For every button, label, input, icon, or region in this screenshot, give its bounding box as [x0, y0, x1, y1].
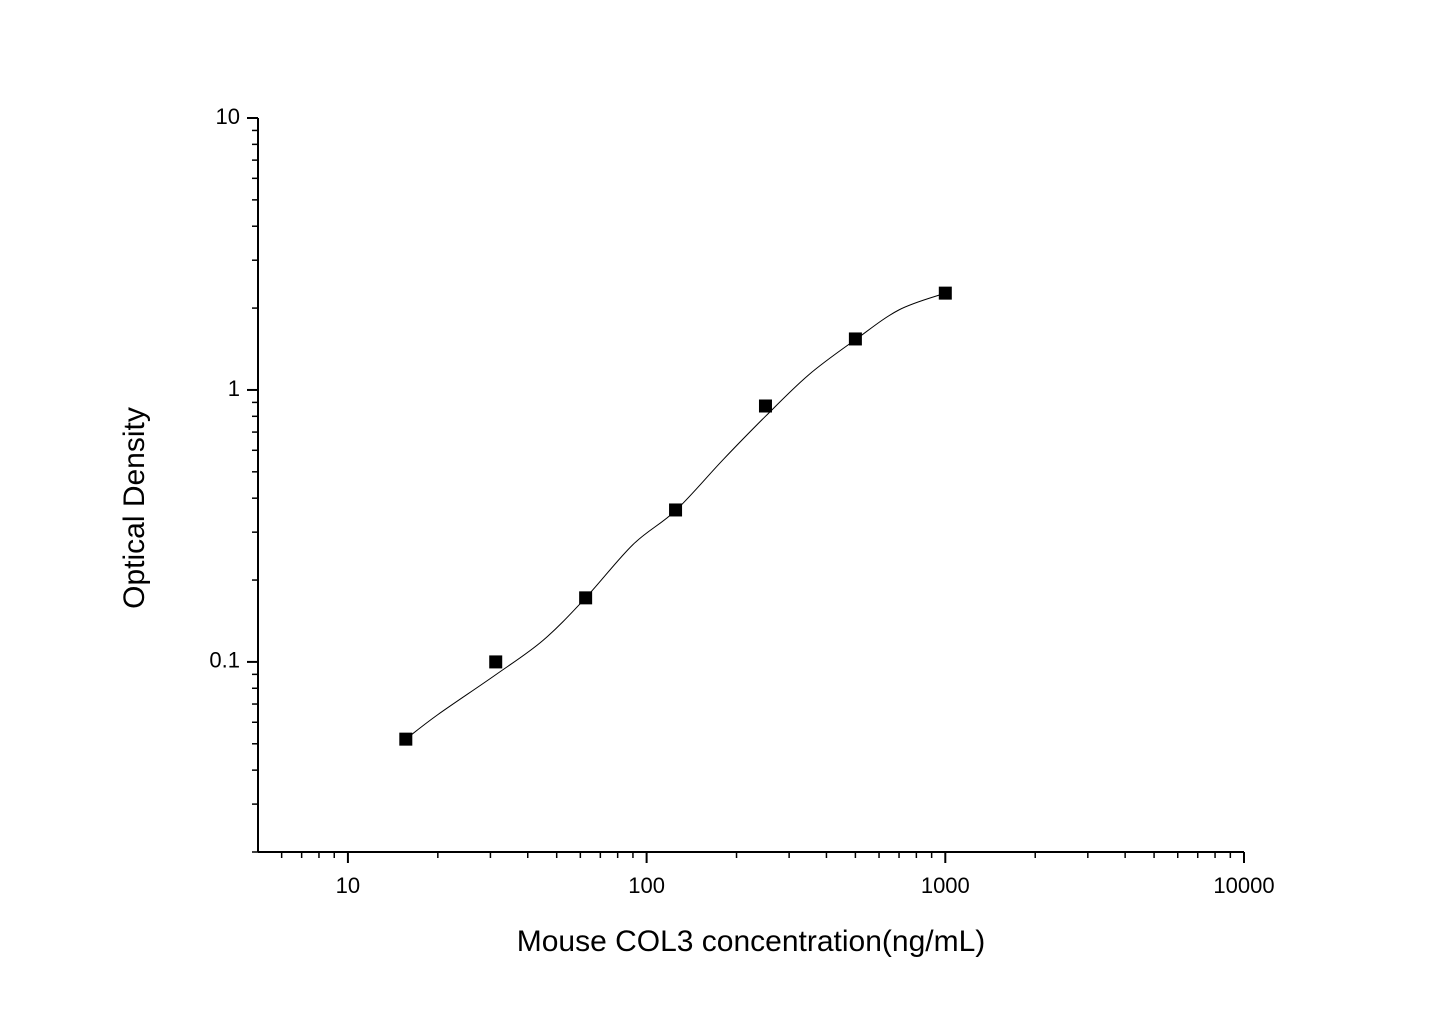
data-point: [669, 503, 683, 517]
x-tick-label: 10000: [1213, 873, 1274, 898]
data-point: [489, 655, 503, 669]
y-tick-label: 1: [228, 376, 240, 401]
x-axis-title: Mouse COL3 concentration(ng/mL): [517, 925, 986, 958]
data-point: [938, 286, 952, 300]
y-tick-label: 10: [216, 104, 240, 129]
y-axis-title: Optical Density: [118, 407, 151, 609]
data-point: [848, 332, 862, 346]
data-point: [758, 399, 772, 413]
data-point: [399, 732, 413, 746]
x-tick-label: 100: [628, 873, 665, 898]
x-tick-label: 10: [336, 873, 360, 898]
data-point: [579, 591, 593, 605]
y-tick-label: 0.1: [209, 648, 240, 673]
x-tick-label: 1000: [921, 873, 970, 898]
